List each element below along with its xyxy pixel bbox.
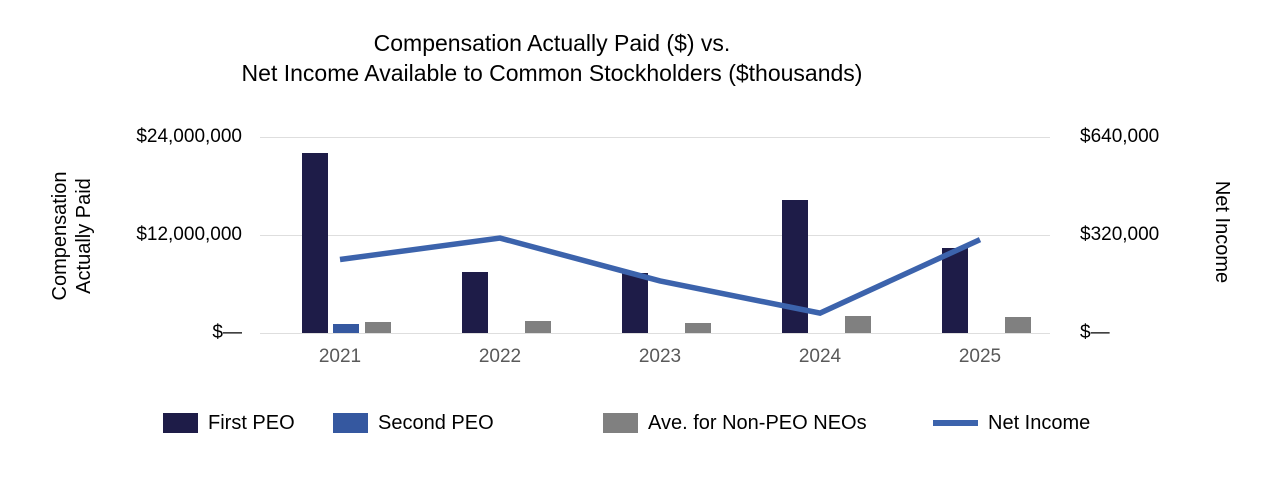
left-axis-tick-2: $24,000,000 bbox=[136, 126, 242, 147]
bar-ave-for-non-peo-neos-2024 bbox=[845, 315, 871, 333]
legend-item-first-peo: First PEO bbox=[163, 412, 295, 434]
bar-first-peo-2025 bbox=[942, 248, 968, 333]
right-axis-tick-1: $320,000 bbox=[1080, 224, 1160, 245]
bar-first-peo-2021 bbox=[302, 153, 328, 333]
x-axis-label-2024: 2024 bbox=[798, 346, 842, 367]
x-axis-label-2022: 2022 bbox=[478, 346, 522, 367]
plot-area bbox=[260, 136, 1050, 334]
legend-label-first-peo: First PEO bbox=[208, 411, 295, 434]
gridline-0 bbox=[260, 332, 1050, 334]
net-income-polyline bbox=[339, 235, 982, 316]
legend-label-second-peo: Second PEO bbox=[378, 411, 494, 434]
bar-first-peo-2023 bbox=[622, 273, 648, 333]
gridline-1 bbox=[260, 234, 1050, 236]
x-axis-label-2025: 2025 bbox=[958, 346, 1002, 367]
x-axis-label-2021: 2021 bbox=[318, 346, 362, 367]
bar-ave-for-non-peo-neos-2021 bbox=[365, 322, 391, 333]
bar-ave-for-non-peo-neos-2022 bbox=[525, 320, 551, 333]
legend-label-ave-for-non-peo-neos: Ave. for Non-PEO NEOs bbox=[648, 411, 867, 434]
legend-swatch-first-peo bbox=[163, 413, 198, 433]
bar-ave-for-non-peo-neos-2023 bbox=[685, 323, 711, 333]
net-income-line bbox=[339, 235, 982, 316]
chart-title: Compensation Actually Paid ($) vs. Net I… bbox=[0, 28, 1104, 88]
x-axis-label-2023: 2023 bbox=[638, 346, 682, 367]
gridline-2 bbox=[260, 136, 1050, 138]
left-axis-tick-1: $12,000,000 bbox=[136, 224, 242, 245]
legend-swatch-second-peo bbox=[333, 413, 368, 433]
bar-first-peo-2022 bbox=[462, 271, 488, 333]
bar-second-peo-2021 bbox=[333, 324, 359, 333]
chart-title-line-1: Compensation Actually Paid ($) vs. bbox=[373, 30, 731, 56]
legend-item-ave-for-non-peo-neos: Ave. for Non-PEO NEOs bbox=[603, 412, 867, 434]
chart-title-line-2: Net Income Available to Common Stockhold… bbox=[241, 60, 863, 86]
legend-swatch-net-income bbox=[933, 420, 978, 426]
right-axis-tick-0: $— bbox=[1080, 322, 1110, 343]
legend-item-net-income: Net Income bbox=[933, 412, 1090, 434]
left-axis-title-line-1: Compensation bbox=[49, 171, 71, 301]
legend-item-second-peo: Second PEO bbox=[333, 412, 494, 434]
legend-swatch-ave-for-non-peo-neos bbox=[603, 413, 638, 433]
right-axis-tick-2: $640,000 bbox=[1080, 126, 1160, 147]
legend-label-net-income: Net Income bbox=[988, 411, 1091, 434]
bar-ave-for-non-peo-neos-2025 bbox=[1005, 316, 1031, 333]
left-axis-tick-0: $— bbox=[212, 322, 242, 343]
